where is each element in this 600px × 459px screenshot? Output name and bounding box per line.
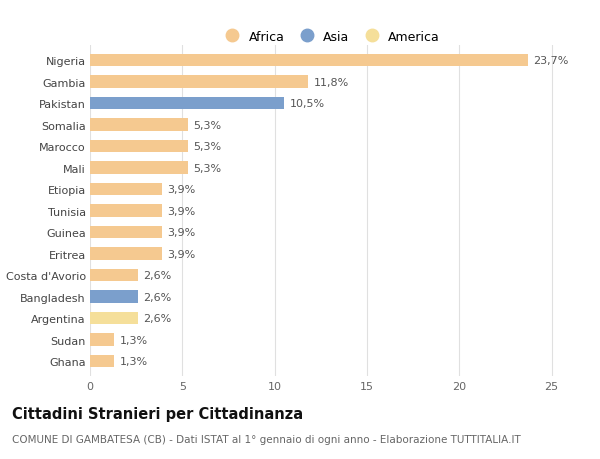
- Text: 5,3%: 5,3%: [193, 120, 221, 130]
- Bar: [90, 162, 188, 174]
- Text: 3,9%: 3,9%: [167, 228, 196, 238]
- Legend: Africa, Asia, America: Africa, Asia, America: [215, 26, 445, 49]
- Text: 2,6%: 2,6%: [143, 313, 172, 324]
- Bar: [90, 140, 188, 153]
- Bar: [90, 98, 284, 110]
- Text: 3,9%: 3,9%: [167, 185, 196, 195]
- Text: 23,7%: 23,7%: [533, 56, 568, 66]
- Bar: [90, 226, 162, 239]
- Text: COMUNE DI GAMBATESA (CB) - Dati ISTAT al 1° gennaio di ogni anno - Elaborazione : COMUNE DI GAMBATESA (CB) - Dati ISTAT al…: [12, 434, 521, 444]
- Bar: [90, 334, 114, 346]
- Bar: [90, 119, 188, 132]
- Text: 3,9%: 3,9%: [167, 206, 196, 216]
- Bar: [90, 355, 114, 368]
- Bar: [90, 312, 138, 325]
- Bar: [90, 269, 138, 282]
- Text: 2,6%: 2,6%: [143, 270, 172, 280]
- Text: 11,8%: 11,8%: [313, 78, 349, 87]
- Bar: [90, 205, 162, 218]
- Text: Cittadini Stranieri per Cittadinanza: Cittadini Stranieri per Cittadinanza: [12, 406, 303, 421]
- Bar: [90, 291, 138, 303]
- Bar: [90, 55, 527, 67]
- Bar: [90, 184, 162, 196]
- Bar: [90, 248, 162, 260]
- Text: 2,6%: 2,6%: [143, 292, 172, 302]
- Text: 5,3%: 5,3%: [193, 163, 221, 173]
- Text: 5,3%: 5,3%: [193, 142, 221, 152]
- Text: 1,3%: 1,3%: [119, 335, 148, 345]
- Text: 3,9%: 3,9%: [167, 249, 196, 259]
- Bar: [90, 76, 308, 89]
- Text: 10,5%: 10,5%: [289, 99, 325, 109]
- Text: 1,3%: 1,3%: [119, 356, 148, 366]
